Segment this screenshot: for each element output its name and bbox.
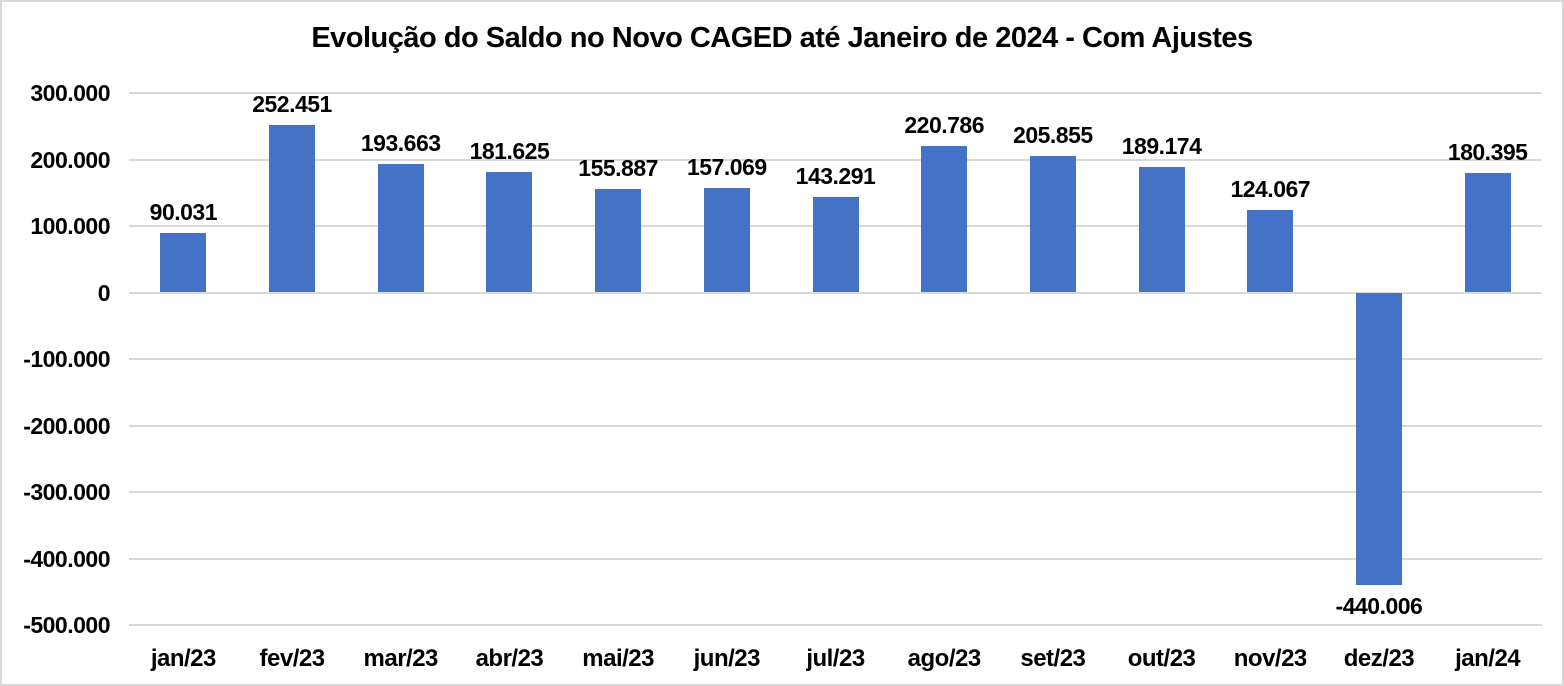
- data-label-dez-23: -440.006: [1335, 593, 1423, 620]
- plot-area: [129, 92, 1542, 626]
- x-tick-label-abr-23: abr/23: [475, 645, 544, 672]
- data-label-ago-23: 220.786: [904, 111, 984, 138]
- bar-mai-23: [595, 188, 642, 293]
- bar-ago-23: [921, 145, 968, 293]
- x-tick-label-jul-23: jul/23: [806, 645, 865, 672]
- gridline: [129, 491, 1542, 493]
- data-label-fev-23: 252.451: [252, 90, 332, 117]
- gridline: [129, 92, 1542, 94]
- data-label-jan-24: 180.395: [1447, 138, 1528, 165]
- data-label-out-23: 189.174: [1121, 132, 1202, 159]
- y-tick-label: -200.000: [23, 412, 110, 439]
- gridline: [129, 158, 1542, 161]
- x-tick-label-jun-23: jun/23: [693, 645, 761, 672]
- bar-fev-23: [269, 124, 316, 293]
- gridline: [129, 624, 1542, 626]
- x-tick-label-dez-23: dez/23: [1343, 645, 1415, 672]
- x-tick-label-out-23: out/23: [1127, 645, 1196, 672]
- x-tick-label-mar-23: mar/23: [363, 645, 439, 672]
- bar-jul-23: [812, 197, 859, 293]
- x-tick-label-fev-23: fev/23: [259, 645, 326, 672]
- y-tick-label: -100.000: [23, 346, 110, 372]
- data-label-mai-23: 155.887: [578, 154, 658, 181]
- bar-abr-23: [486, 171, 533, 293]
- gridline: [129, 557, 1542, 560]
- y-tick-label: 300.000: [30, 80, 110, 106]
- bar-jan-23: [160, 232, 207, 293]
- bar-nov-23: [1247, 209, 1294, 293]
- bar-dez-23: [1355, 292, 1402, 586]
- y-tick-label: 200.000: [30, 146, 110, 173]
- bar-out-23: [1138, 166, 1185, 293]
- x-tick-label-jan-24: jan/24: [1455, 645, 1521, 672]
- y-tick-label: -500.000: [23, 612, 110, 638]
- bar-jan-24: [1464, 172, 1511, 293]
- gridline: [129, 424, 1542, 427]
- bar-set-23: [1029, 155, 1076, 293]
- chart-title: Evolução do Saldo no Novo CAGED até Jane…: [311, 22, 1253, 54]
- x-tick-label-nov-23: nov/23: [1233, 645, 1308, 672]
- data-label-nov-23: 124.067: [1230, 175, 1311, 202]
- data-label-set-23: 205.855: [1013, 121, 1093, 148]
- y-tick-label: 100.000: [30, 213, 110, 239]
- x-tick-label-mai-23: mai/23: [582, 645, 654, 672]
- x-tick-label-ago-23: ago/23: [907, 645, 982, 672]
- data-label-jan-23: 90.031: [149, 198, 218, 225]
- gridline: [129, 291, 1542, 294]
- y-tick-label: -300.000: [23, 479, 110, 505]
- data-label-abr-23: 181.625: [469, 137, 550, 164]
- data-label-mar-23: 193.663: [360, 129, 441, 156]
- data-label-jun-23: 157.069: [686, 154, 767, 181]
- bar-jun-23: [703, 188, 750, 293]
- gridline: [129, 358, 1542, 360]
- y-tick-label: -400.000: [23, 545, 110, 572]
- y-tick-label: 0: [97, 279, 111, 306]
- x-tick-label-set-23: set/23: [1020, 645, 1086, 672]
- x-tick-label-jan-23: jan/23: [150, 645, 217, 672]
- bar-mar-23: [377, 163, 424, 293]
- data-label-jul-23: 143.291: [795, 163, 876, 190]
